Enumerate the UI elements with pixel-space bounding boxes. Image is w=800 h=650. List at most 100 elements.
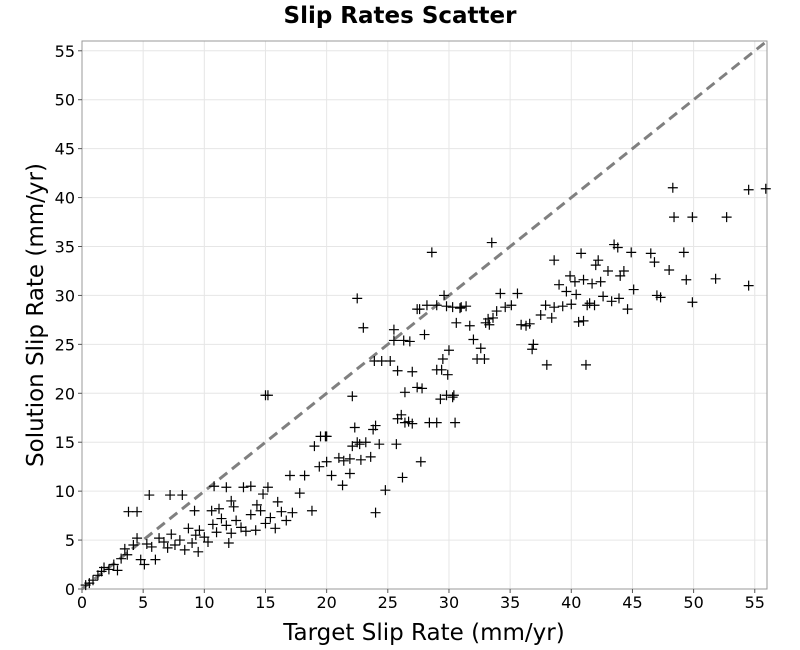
data-point: [443, 345, 454, 356]
data-point: [226, 495, 237, 506]
data-point: [655, 292, 666, 303]
data-point: [721, 212, 732, 223]
y-axis-ticks: 0 5 10 15 20 25 30 35 40 45 50 55: [55, 42, 82, 599]
data-point: [602, 265, 613, 276]
data-point: [396, 409, 407, 420]
data-point: [397, 472, 408, 483]
data-point: [464, 320, 475, 331]
data-point: [206, 505, 217, 516]
data-point: [540, 300, 551, 311]
data-point: [326, 470, 337, 481]
data-point: [391, 439, 402, 450]
data-point: [587, 278, 598, 289]
data-point: [667, 182, 678, 193]
data-point: [281, 515, 292, 526]
data-point: [112, 565, 123, 576]
data-point: [174, 535, 185, 546]
data-point: [687, 297, 698, 308]
data-point: [760, 183, 771, 194]
data-point: [512, 288, 523, 299]
data-point: [365, 451, 376, 462]
data-point: [414, 304, 425, 315]
data-point: [546, 312, 557, 323]
y-tick-label: 45: [55, 140, 75, 159]
data-point: [376, 355, 387, 366]
data-point: [528, 339, 539, 350]
plot-frame: [81, 40, 768, 590]
y-tick-label: 10: [55, 482, 75, 501]
data-point: [454, 303, 465, 314]
data-point: [119, 543, 130, 554]
data-point: [404, 336, 415, 347]
data-point: [221, 520, 232, 531]
data-point: [194, 525, 205, 536]
x-tick-label: 55: [745, 593, 765, 612]
data-point: [448, 390, 459, 401]
y-tick-label: 30: [55, 286, 75, 305]
data-point: [622, 304, 633, 315]
data-point: [306, 505, 317, 516]
data-point: [250, 525, 261, 536]
data-point: [524, 318, 535, 329]
data-point: [669, 212, 680, 223]
data-point: [606, 296, 617, 307]
data-point: [388, 335, 399, 346]
data-point: [240, 526, 251, 537]
data-point: [108, 559, 119, 570]
x-tick-label: 20: [316, 593, 336, 612]
data-point: [214, 503, 224, 514]
data-point: [337, 480, 348, 491]
data-point: [419, 329, 430, 340]
chart-title: Slip Rates Scatter: [284, 3, 518, 29]
data-point: [561, 286, 572, 297]
data-point: [573, 316, 584, 327]
data-point: [132, 506, 143, 517]
data-point: [649, 257, 660, 268]
x-tick-label: 35: [500, 593, 520, 612]
data-point: [549, 302, 560, 313]
data-point: [628, 284, 639, 295]
y-axis-label: Solution Slip Rate (mm/yr): [23, 163, 49, 467]
data-point: [678, 247, 689, 258]
y-tick-label: 35: [55, 238, 75, 257]
data-point: [358, 322, 369, 333]
data-point: [535, 310, 546, 320]
y-tick-label: 25: [55, 335, 75, 354]
data-point: [687, 212, 698, 223]
x-tick-label: 40: [561, 593, 581, 612]
data-point: [132, 533, 143, 544]
data-point: [681, 274, 692, 285]
data-point: [309, 441, 320, 452]
data-points: [80, 182, 771, 591]
data-point: [415, 456, 426, 467]
data-point: [612, 242, 623, 253]
data-point: [226, 528, 237, 539]
data-point: [374, 439, 385, 450]
data-point: [287, 507, 298, 518]
data-point: [590, 260, 601, 271]
data-point: [439, 290, 450, 301]
data-point: [412, 382, 423, 393]
data-point: [245, 481, 256, 492]
data-point: [321, 431, 332, 442]
data-point: [370, 507, 381, 518]
data-point: [158, 537, 169, 548]
data-point: [426, 247, 437, 258]
data-point: [484, 319, 495, 330]
x-axis-ticks: 0 5 10 15 20 25 30 35 40 45 50 55: [77, 589, 765, 612]
data-point: [549, 255, 560, 266]
data-point: [349, 422, 360, 433]
data-point: [557, 301, 568, 312]
data-point: [370, 420, 381, 431]
data-point: [618, 265, 629, 276]
data-point: [468, 334, 479, 345]
data-point: [495, 288, 506, 299]
data-point: [187, 538, 198, 549]
data-point: [399, 387, 410, 398]
data-point: [251, 499, 262, 510]
data-point: [580, 359, 591, 370]
data-point: [595, 276, 606, 287]
data-point: [450, 417, 461, 428]
x-tick-label: 15: [255, 593, 275, 612]
